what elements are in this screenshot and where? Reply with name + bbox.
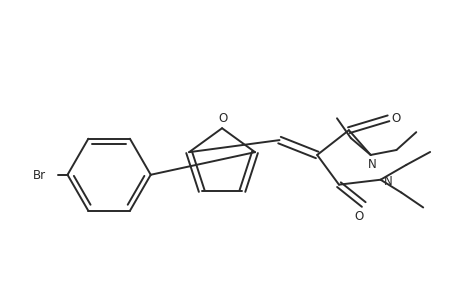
Text: O: O	[391, 112, 400, 125]
Text: N: N	[383, 175, 392, 188]
Text: O: O	[353, 210, 363, 223]
Text: O: O	[218, 112, 227, 125]
Text: N: N	[368, 158, 376, 171]
Text: Br: Br	[33, 169, 45, 182]
